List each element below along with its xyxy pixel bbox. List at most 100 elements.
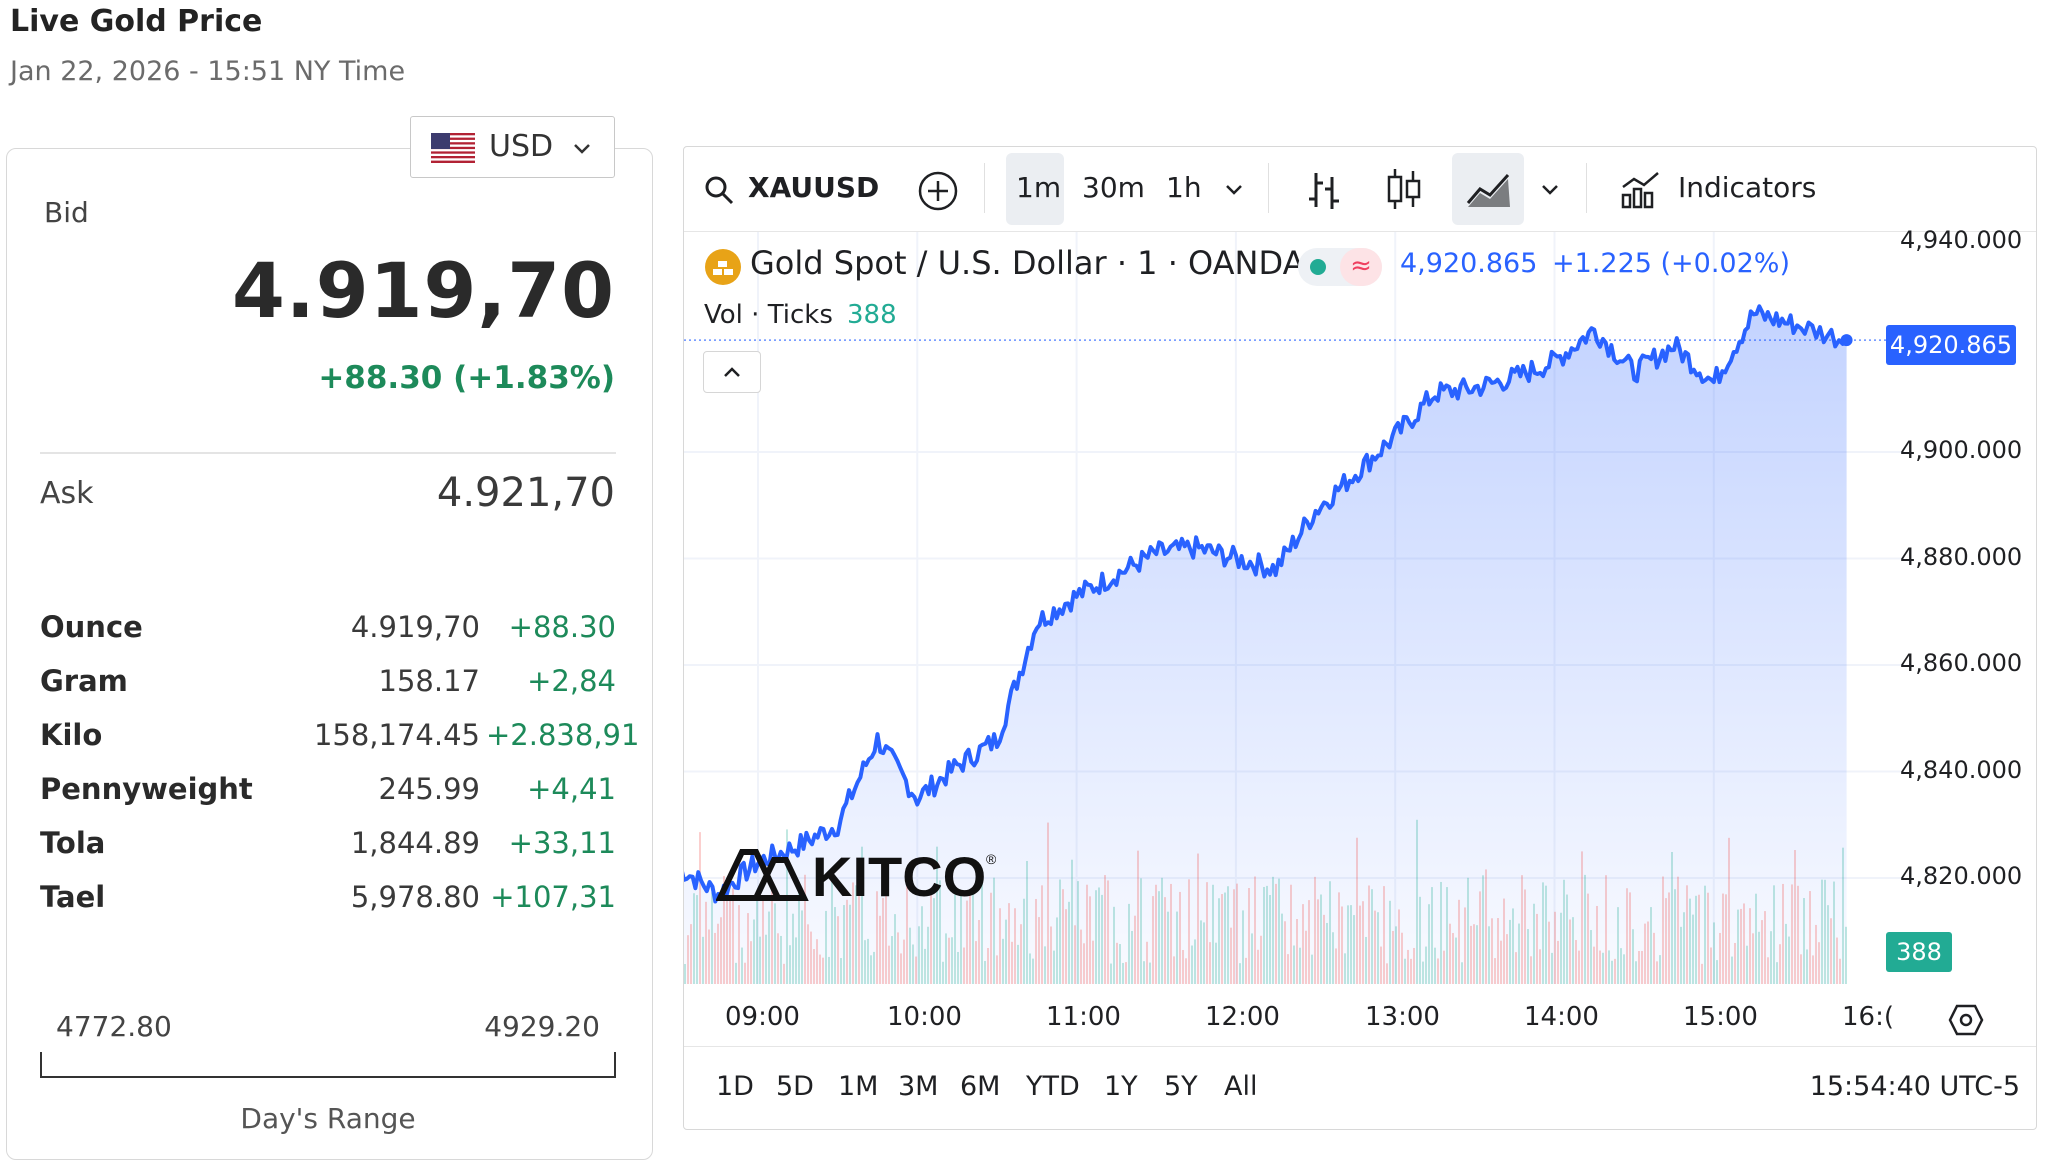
volume-bar [852, 882, 854, 984]
volume-bar [1296, 919, 1298, 984]
volume-bar [1458, 899, 1460, 984]
volume-bar [1566, 894, 1568, 984]
interval-1m[interactable]: 1m [1016, 171, 1062, 204]
interval-30m[interactable]: 30m [1082, 171, 1145, 204]
x-axis[interactable]: 09:00 10:00 11:00 12:00 13:00 14:00 15:0… [684, 985, 1924, 1045]
bar-chart-type-icon[interactable] [1306, 169, 1342, 211]
volume-bar [1563, 879, 1565, 984]
volume-bar [1791, 884, 1793, 984]
volume-bar [990, 892, 992, 984]
volume-bar [753, 919, 755, 984]
volume-bar [1092, 940, 1094, 984]
interval-dropdown-chevron-icon[interactable] [1224, 181, 1244, 199]
volume-bar [1338, 892, 1340, 984]
range-1y[interactable]: 1Y [1104, 1071, 1138, 1102]
volume-bar [1041, 885, 1043, 984]
unit-name: Ounce [40, 610, 143, 644]
volume-bar [1518, 923, 1520, 984]
volume-bar [798, 888, 800, 984]
indicators-button[interactable]: Indicators [1678, 171, 1817, 204]
volume-bar [1362, 901, 1364, 984]
volume-bar [1344, 953, 1346, 984]
volume-bar [762, 900, 764, 984]
toolbar-separator [1586, 163, 1587, 213]
chart-clock[interactable]: 15:54:40 UTC-5 [1809, 1071, 2020, 1102]
volume-bar [1512, 908, 1514, 984]
volume-bar [1104, 875, 1106, 984]
volume-bar [687, 935, 689, 984]
volume-bar [1425, 946, 1427, 984]
volume-bar [1641, 950, 1643, 984]
search-icon[interactable] [704, 175, 734, 205]
area-chart-type-icon[interactable] [1466, 169, 1512, 209]
range-ytd[interactable]: YTD [1026, 1071, 1080, 1102]
volume-bar [1125, 962, 1127, 984]
volume-bar [1347, 905, 1349, 984]
volume-bar [1587, 893, 1589, 984]
volume-bar [1074, 925, 1076, 984]
volume-bar [1341, 906, 1343, 984]
volume-bar [1269, 895, 1271, 984]
candles-chart-type-icon[interactable] [1386, 167, 1422, 211]
volume-bar [1635, 961, 1637, 984]
volume-bar [1083, 943, 1085, 984]
volume-bar [1356, 837, 1358, 984]
currency-selector[interactable]: USD [410, 116, 615, 178]
unit-price: 4.919,70 [350, 610, 480, 644]
chart-settings-icon[interactable] [1948, 1002, 1984, 1038]
volume-bar [1257, 949, 1259, 984]
volume-bar [1320, 894, 1322, 984]
volume-bar [1287, 954, 1289, 984]
volume-bar [1638, 951, 1640, 984]
unit-price: 245.99 [378, 772, 480, 806]
x-tick-label: 09:00 [725, 1002, 800, 1032]
volume-bar [1770, 931, 1772, 984]
symbol-search[interactable]: XAUUSD [748, 171, 880, 204]
volume-bar [1731, 956, 1733, 984]
price-chart[interactable] [684, 232, 2034, 984]
volume-bar [1017, 944, 1019, 984]
active-chart-type-highlight [1452, 153, 1524, 225]
volume-bar [1455, 937, 1457, 984]
unit-row-ounce: Ounce 4.919,70 +88.30 [40, 610, 616, 660]
range-5y[interactable]: 5Y [1164, 1071, 1198, 1102]
volume-bar [954, 894, 956, 984]
legend-change: +1.225 (+0.02%) [1552, 248, 1790, 279]
volume-bar [846, 899, 848, 984]
volume-bar [1695, 895, 1697, 984]
volume-bar [1005, 919, 1007, 984]
range-5d[interactable]: 5D [776, 1071, 814, 1102]
volume-bar [1452, 933, 1454, 984]
timestamp: Jan 22, 2026 - 15:51 NY Time [10, 56, 406, 87]
volume-bar [1500, 940, 1502, 984]
volume-bar [1434, 947, 1436, 984]
volume-bar [1398, 909, 1400, 984]
volume-bar [879, 915, 881, 984]
volume-bar [987, 948, 989, 984]
indicators-icon[interactable] [1620, 169, 1662, 209]
chart-type-dropdown-chevron-icon[interactable] [1540, 181, 1560, 199]
volume-bar [834, 907, 836, 984]
volume-bar [1443, 950, 1445, 984]
range-1m[interactable]: 1M [838, 1071, 879, 1102]
range-all[interactable]: All [1224, 1071, 1258, 1102]
volume-bar [903, 939, 905, 984]
add-symbol-icon[interactable] [918, 171, 958, 211]
volume-bar [717, 923, 719, 984]
unit-change: +2.838,91 [486, 718, 640, 752]
volume-bar [1665, 898, 1667, 984]
volume-bar [690, 924, 692, 984]
range-3m[interactable]: 3M [898, 1071, 939, 1102]
collapse-legend-button[interactable] [703, 351, 761, 393]
market-status-pill[interactable]: ≈ [1298, 248, 1382, 286]
range-1d[interactable]: 1D [716, 1071, 754, 1102]
price-card [6, 148, 653, 1160]
volume-bar [1839, 958, 1841, 984]
range-6m[interactable]: 6M [960, 1071, 1001, 1102]
interval-1h[interactable]: 1h [1166, 171, 1202, 204]
unit-row-gram: Gram 158.17 +2,84 [40, 664, 616, 714]
volume-bar [1014, 908, 1016, 984]
volume-bar [1281, 913, 1283, 984]
x-tick-label: 16:( [1842, 1002, 1894, 1032]
volume-bar [966, 900, 968, 984]
